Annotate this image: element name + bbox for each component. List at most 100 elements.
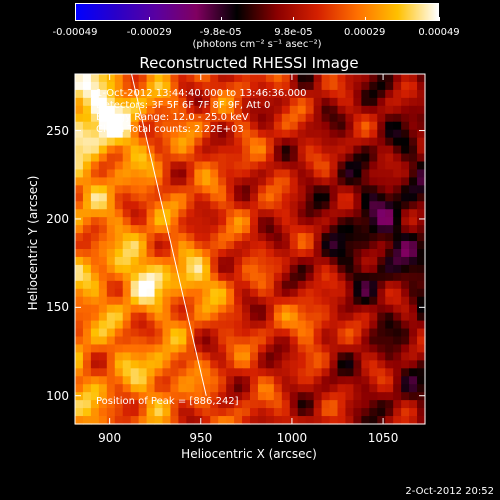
heatmap-cell: [146, 272, 156, 282]
heatmap-cell: [202, 384, 211, 393]
heatmap-cell: [234, 217, 243, 226]
heatmap-cell: [226, 352, 235, 361]
heatmap-cell: [75, 336, 84, 346]
heatmap-cell: [242, 113, 251, 123]
time-range-annotation: 1-Oct-2012 13:44:40.000 to 13:46:36.000: [96, 88, 307, 99]
heatmap-cell: [297, 209, 307, 218]
heatmap-cell: [194, 137, 203, 147]
heatmap-cell: [329, 81, 339, 91]
heatmap-cell: [210, 121, 219, 131]
heatmap-cell: [130, 241, 140, 250]
heatmap-cell: [178, 280, 187, 290]
heatmap-cell: [210, 169, 219, 178]
heatmap-cell: [289, 145, 299, 155]
heatmap-cell: [385, 225, 394, 234]
heatmap-cell: [82, 304, 92, 314]
heatmap-cell: [202, 249, 211, 258]
heatmap-cell: [337, 81, 347, 91]
heatmap-cell: [75, 209, 84, 218]
heatmap-cell: [353, 320, 362, 330]
heatmap-cell: [385, 233, 394, 242]
heatmap-cell: [329, 264, 339, 274]
heatmap-cell: [154, 312, 164, 322]
heatmap-cell: [226, 249, 235, 258]
heatmap-cell: [202, 416, 211, 425]
heatmap-cell: [82, 145, 92, 155]
heatmap-cell: [218, 129, 227, 139]
heatmap-cell: [122, 312, 132, 322]
heatmap-cell: [329, 185, 339, 194]
heatmap-cell: [257, 288, 267, 298]
heatmap-cell: [393, 177, 402, 186]
heatmap-cell: [162, 352, 172, 361]
heatmap-cell: [186, 153, 195, 163]
heatmap-cell: [130, 408, 140, 417]
heatmap-cell: [202, 185, 211, 194]
heatmap-cell: [281, 368, 291, 377]
heatmap-cell: [329, 121, 339, 131]
heatmap-cell: [162, 280, 172, 290]
heatmap-cell: [385, 344, 394, 353]
heatmap-cell: [242, 89, 251, 99]
heatmap-cell: [226, 105, 235, 115]
heatmap-cell: [178, 312, 187, 322]
heatmap-cell: [353, 153, 362, 163]
heatmap-cell: [178, 416, 187, 425]
heatmap-cell: [345, 161, 354, 171]
heatmap-cell: [361, 121, 370, 131]
heatmap-cell: [353, 272, 362, 282]
heatmap-cell: [345, 320, 354, 330]
heatmap-cell: [337, 129, 347, 139]
heatmap-cell: [98, 241, 108, 250]
heatmap-cell: [234, 185, 243, 194]
heatmap-cell: [186, 392, 195, 401]
heatmap-cell: [146, 352, 156, 361]
heatmap-cell: [186, 280, 195, 290]
heatmap-cell: [377, 264, 386, 274]
heatmap-cell: [178, 336, 187, 346]
heatmap-cell: [265, 169, 275, 178]
heatmap-cell: [138, 280, 148, 290]
heatmap-cell: [289, 129, 299, 139]
heatmap-cell: [186, 225, 195, 234]
heatmap-cell: [98, 360, 108, 369]
heatmap-cell: [385, 304, 394, 314]
heatmap-cell: [178, 400, 187, 409]
heatmap-cell: [202, 129, 211, 139]
heatmap-cell: [138, 89, 148, 99]
heatmap-cell: [186, 352, 195, 361]
heatmap-cell: [130, 145, 140, 155]
heatmap-cell: [138, 113, 148, 123]
heatmap-cell: [242, 145, 251, 155]
heatmap-cell: [154, 272, 164, 282]
heatmap-cell: [186, 233, 195, 242]
heatmap-cell: [329, 336, 339, 346]
heatmap-cell: [162, 328, 172, 338]
heatmap-cell: [154, 249, 164, 258]
heatmap-cell: [218, 225, 227, 234]
heatmap-cell: [305, 137, 315, 147]
heatmap-cell: [345, 113, 354, 123]
heatmap-cell: [361, 352, 370, 361]
heatmap-cell: [289, 320, 299, 330]
heatmap-cell: [329, 416, 339, 425]
heatmap-cell: [75, 153, 84, 163]
heatmap-cell: [130, 280, 140, 290]
heatmap-cell: [377, 161, 386, 171]
heatmap-cell: [369, 320, 378, 330]
heatmap-cell: [385, 177, 394, 186]
heatmap-cell: [194, 105, 203, 115]
heatmap-cell: [353, 344, 362, 353]
heatmap-cell: [321, 288, 331, 298]
heatmap-cell: [361, 288, 370, 298]
heatmap-cell: [138, 153, 148, 163]
heatmap-cell: [146, 97, 156, 107]
heatmap-cell: [409, 384, 418, 393]
heatmap-cell: [417, 344, 426, 353]
heatmap-cell: [257, 368, 267, 377]
heatmap-cell: [265, 392, 275, 401]
heatmap-cell: [138, 336, 148, 346]
heatmap-cell: [305, 360, 315, 369]
heatmap-cell: [162, 288, 172, 298]
heatmap-cell: [162, 416, 172, 425]
